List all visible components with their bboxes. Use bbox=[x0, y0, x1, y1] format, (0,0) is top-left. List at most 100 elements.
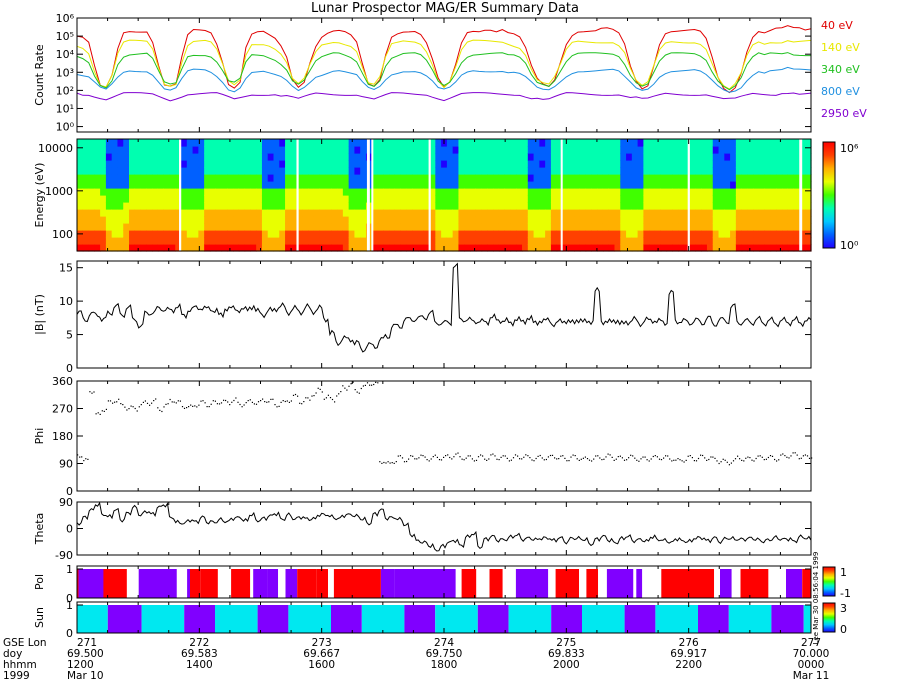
spectrogram-cell bbox=[157, 153, 165, 161]
spectrogram-cell bbox=[660, 146, 668, 154]
phi-point bbox=[412, 455, 414, 457]
spectrogram-cell bbox=[319, 139, 327, 147]
phi-point bbox=[200, 400, 202, 402]
phi-point bbox=[613, 459, 615, 461]
spectrogram-cell bbox=[261, 146, 269, 154]
spectrogram-cell bbox=[718, 230, 725, 238]
spectrogram-cell bbox=[186, 195, 194, 203]
spectrogram-cell bbox=[475, 216, 483, 224]
spectrogram-cell bbox=[261, 223, 269, 231]
spectrogram-cell bbox=[406, 209, 413, 217]
sun-segment bbox=[803, 605, 811, 633]
spectrogram-cell bbox=[776, 160, 783, 168]
spectrogram-cell bbox=[701, 223, 708, 231]
spectrogram-cell bbox=[394, 202, 402, 210]
spectrogram-cell bbox=[215, 223, 223, 231]
spectrogram-cell bbox=[331, 167, 338, 175]
spectrogram-cell bbox=[574, 195, 581, 203]
phi-point bbox=[525, 454, 527, 456]
spectrogram-cell bbox=[394, 160, 402, 168]
phi-point bbox=[593, 458, 595, 460]
spectrogram-cell bbox=[342, 146, 350, 154]
spectrogram-cell bbox=[406, 230, 413, 238]
spectrogram-cell bbox=[267, 174, 275, 182]
spectrogram-cell bbox=[585, 188, 592, 196]
phi-point bbox=[424, 456, 426, 458]
spectrogram-cell bbox=[747, 195, 754, 203]
phi-point bbox=[286, 400, 288, 402]
spectrogram-cell bbox=[539, 139, 546, 147]
spectrogram-cell bbox=[706, 181, 714, 189]
spectrogram-cell bbox=[574, 160, 581, 168]
spectrogram-cell bbox=[250, 181, 257, 189]
spectrogram-cell bbox=[279, 230, 286, 238]
spectrogram-cell bbox=[285, 188, 292, 196]
spectrogram-cell bbox=[585, 202, 592, 210]
spectrogram-cell bbox=[464, 167, 471, 175]
spectrogram-cell bbox=[209, 209, 217, 217]
spectrogram-cell bbox=[579, 188, 587, 196]
spectrogram-cell bbox=[654, 237, 662, 245]
spectrogram-cell bbox=[319, 216, 327, 224]
spectrogram-cell bbox=[313, 237, 321, 245]
spectrogram-cell bbox=[626, 223, 633, 231]
spectrogram-cell bbox=[706, 237, 714, 245]
spectrogram-cell bbox=[88, 195, 95, 203]
spectrogram-cell bbox=[100, 216, 107, 224]
phi-point bbox=[167, 403, 169, 405]
spectrogram-cell bbox=[550, 167, 558, 175]
spectrogram-cell bbox=[516, 160, 523, 168]
spectrogram-cell bbox=[475, 153, 483, 161]
spectrogram-cell bbox=[608, 195, 616, 203]
spectrogram-cell bbox=[799, 181, 806, 189]
spectrogram-cell bbox=[186, 167, 194, 175]
spectrogram-cell bbox=[533, 244, 540, 252]
spectrogram-cell bbox=[88, 139, 95, 147]
spectrogram-cell bbox=[730, 153, 737, 161]
spectrogram-cell bbox=[602, 160, 610, 168]
spectrogram-cell bbox=[290, 230, 298, 238]
spectrogram-cell bbox=[82, 139, 90, 147]
spectrogram-cell bbox=[620, 188, 627, 196]
spectrogram-cell bbox=[134, 153, 142, 161]
spectrogram-cell bbox=[123, 160, 130, 168]
spectrogram-cell bbox=[82, 209, 90, 217]
spectrogram-cell bbox=[331, 195, 338, 203]
spectrogram-cell bbox=[758, 195, 766, 203]
phi-point bbox=[362, 385, 364, 387]
spectrogram-cell bbox=[695, 160, 702, 168]
y-tick-label: 10 bbox=[59, 295, 73, 308]
phi-point bbox=[461, 458, 463, 460]
spectrogram-cell bbox=[446, 153, 454, 161]
phi-point bbox=[366, 382, 369, 384]
spectrogram-cell bbox=[82, 167, 90, 175]
spectrogram-cell bbox=[313, 195, 321, 203]
spectrogram-cell bbox=[429, 209, 436, 217]
spectrogram-cell bbox=[516, 188, 523, 196]
spectrogram-cell bbox=[637, 139, 644, 147]
spectrogram-cell bbox=[423, 202, 431, 210]
spectrogram-cell bbox=[238, 146, 246, 154]
spectrogram-cell bbox=[129, 146, 136, 154]
spectrogram-cell bbox=[215, 230, 223, 238]
spectrogram-cell bbox=[371, 153, 379, 161]
spectrogram-cell bbox=[296, 181, 303, 189]
spectrogram-cell bbox=[389, 181, 396, 189]
spectrogram-cell bbox=[441, 188, 448, 196]
phi-point bbox=[126, 409, 128, 411]
spectrogram-cell bbox=[649, 167, 656, 175]
spectrogram-cell bbox=[568, 174, 575, 182]
spectrogram-cell bbox=[597, 153, 604, 161]
spectrogram-cell bbox=[377, 244, 384, 252]
phi-point bbox=[216, 403, 218, 405]
spectrogram-cell bbox=[256, 195, 263, 203]
spectrogram-cell bbox=[279, 174, 286, 182]
spectrogram-cell bbox=[787, 223, 795, 231]
phi-point bbox=[340, 391, 342, 393]
spectrogram-cell bbox=[238, 209, 246, 217]
phi-point bbox=[344, 387, 346, 389]
spectrogram-cell bbox=[741, 244, 749, 252]
spectrogram-cell bbox=[539, 174, 546, 182]
spectrogram-cell bbox=[152, 160, 159, 168]
spectrogram-cell bbox=[146, 209, 153, 217]
